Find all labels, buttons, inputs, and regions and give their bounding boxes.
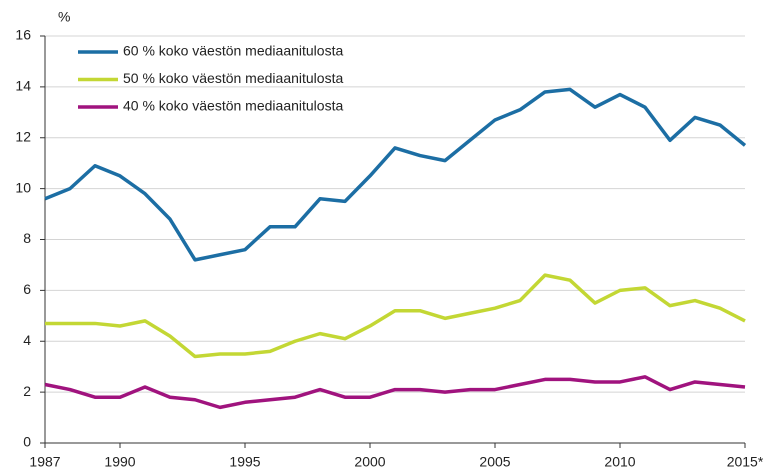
- y-tick-label: 10: [15, 179, 31, 195]
- y-tick-label: 8: [23, 230, 31, 246]
- y-tick-label: 14: [15, 78, 31, 94]
- y-tick-label: 6: [23, 281, 31, 297]
- x-tick-label: 2010: [604, 454, 635, 470]
- x-tick-label: 2015*: [727, 454, 764, 470]
- y-axis-label: %: [58, 9, 70, 25]
- y-tick-label: 12: [15, 128, 31, 144]
- x-tick-label: 1995: [229, 454, 260, 470]
- y-tick-label: 0: [23, 434, 31, 450]
- line: [44, 375, 746, 410]
- x-tick-label: 1987: [29, 454, 60, 470]
- legend-label: 40 % koko väestön mediaanitulosta: [123, 98, 343, 114]
- y-tick-label: 2: [23, 383, 31, 399]
- x-tick-label: 2000: [354, 454, 385, 470]
- legend-label: 60 % koko väestön mediaanitulosta: [123, 43, 343, 59]
- y-tick-label: 16: [15, 27, 31, 43]
- x-tick-label: 2005: [479, 454, 510, 470]
- legend-label: 50 % koko väestön mediaanitulosta: [123, 70, 343, 86]
- y-tick-label: 4: [23, 332, 31, 348]
- line: [45, 273, 746, 359]
- x-tick-label: 1990: [104, 454, 135, 470]
- line: [44, 87, 747, 262]
